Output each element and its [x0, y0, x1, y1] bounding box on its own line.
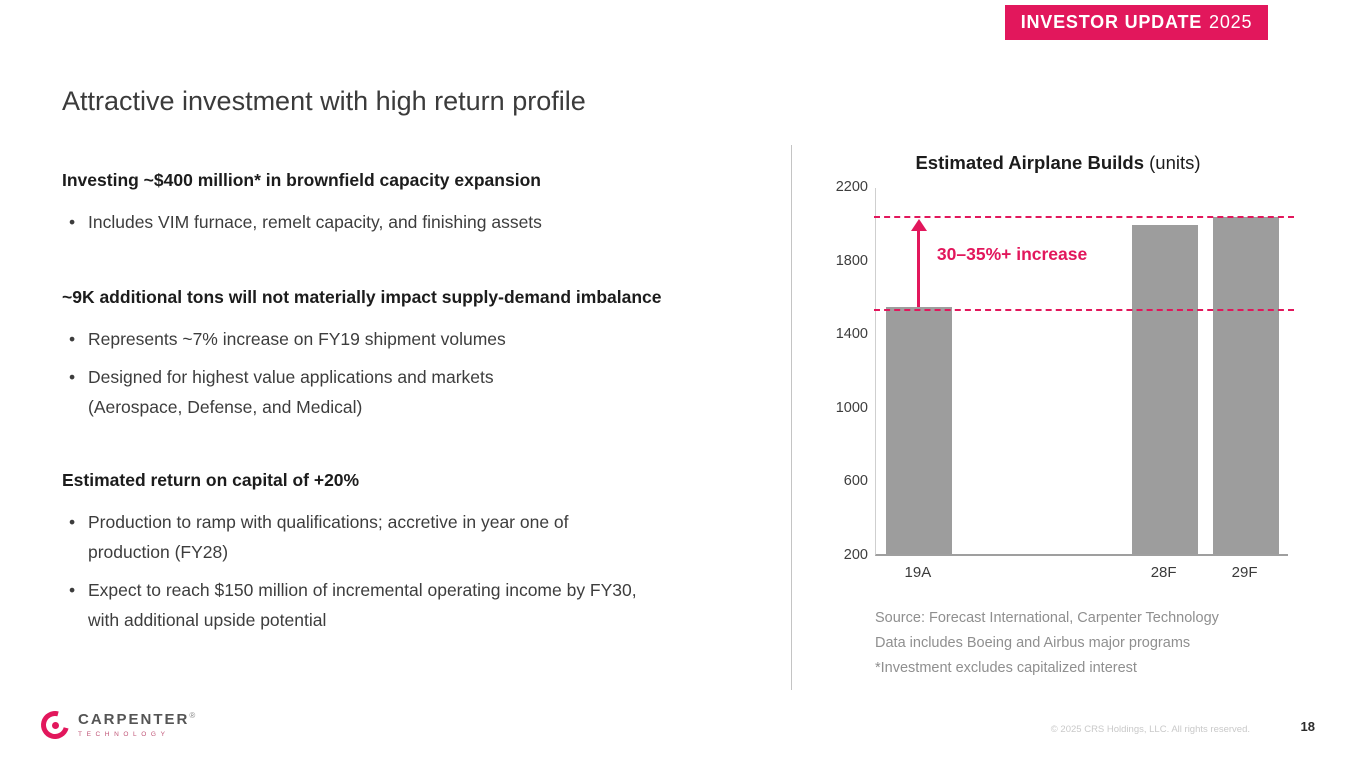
- chart-plot: 2200 1800 1400 1000 600 200 30–35%+ increase: [836, 179, 1294, 563]
- source-note: *Investment excludes capitalized interes…: [875, 660, 1137, 676]
- bullet-text: Designed for highest value applications …: [88, 367, 494, 417]
- bullet-item: Expect to reach $150 million of incremen…: [62, 575, 768, 635]
- y-axis-tick-label: 200: [843, 547, 868, 563]
- y-axis-tick-label: 600: [843, 473, 868, 490]
- bullet-text: Production to ramp with qualifications; …: [88, 512, 569, 562]
- y-axis-tick-label: 1000: [835, 399, 868, 416]
- registered-mark: ®: [189, 711, 198, 721]
- section-return: Estimated return on capital of +20% Prod…: [62, 468, 768, 635]
- source-note: Data includes Boeing and Airbus major pr…: [875, 635, 1191, 651]
- bullet-text: Includes VIM furnace, remelt capacity, a…: [88, 212, 542, 232]
- banner-year-label: 2025: [1209, 12, 1253, 32]
- bullet-item: Production to ramp with qualifications; …: [62, 507, 768, 567]
- section-heading-investment: Investing ~$400 million* in brownfield c…: [62, 170, 541, 190]
- source-notes: Source: Forecast International, Carpente…: [875, 606, 1219, 681]
- vertical-divider: [791, 145, 792, 690]
- x-axis-tick-label: 28F: [1150, 564, 1177, 581]
- bullet-item: Designed for highest value applications …: [62, 362, 768, 422]
- banner-main-label: INVESTOR UPDATE: [1020, 12, 1203, 32]
- bar-19A: [885, 307, 952, 554]
- bullet-item: Represents ~7% increase on FY19 shipment…: [62, 324, 768, 354]
- logo-word: CARPENTER®: [78, 711, 198, 729]
- bullet-text: Represents ~7% increase on FY19 shipment…: [88, 329, 506, 349]
- bullet-text: Expect to reach $150 million of incremen…: [88, 580, 637, 630]
- chart-title-main: Estimated Airplane Builds: [915, 152, 1144, 173]
- logo-subtext: TECHNOLOGY: [78, 730, 170, 738]
- logo-dot-shape: [52, 722, 59, 729]
- page-title: Attractive investment with high return p…: [62, 86, 586, 116]
- source-note: Source: Forecast International, Carpente…: [875, 610, 1219, 626]
- x-axis-tick-label: 19A: [904, 564, 932, 581]
- copyright-text: © 2025 CRS Holdings, LLC. All rights res…: [1050, 724, 1250, 735]
- y-axis-tick-label: 1400: [835, 326, 868, 343]
- x-axis: 19A 28F 29F: [875, 564, 1288, 590]
- left-content: Investing ~$400 million* in brownfield c…: [62, 168, 768, 643]
- section-investment: Investing ~$400 million* in brownfield c…: [62, 168, 768, 237]
- section-heading-tons: ~9K additional tons will not materially …: [62, 287, 662, 307]
- increase-annotation: 30–35%+ increase: [936, 243, 1088, 264]
- y-axis-tick-label: 1800: [835, 252, 868, 269]
- x-axis-tick-label: 29F: [1231, 564, 1258, 581]
- increase-arrow-head: [910, 218, 927, 231]
- section-tons: ~9K additional tons will not materially …: [62, 285, 768, 422]
- y-axis-tick-label: 2200: [835, 179, 868, 195]
- bar-28F: [1131, 224, 1198, 554]
- logo-wordmark: CARPENTER® TECHNOLOGY: [78, 711, 198, 738]
- page-number: 18: [1300, 719, 1315, 734]
- chart-title: Estimated Airplane Builds (units): [828, 152, 1288, 188]
- section-heading-return: Estimated return on capital of +20%: [62, 470, 360, 490]
- dashed-line-upper: [874, 215, 1294, 218]
- dashed-line-lower: [874, 309, 1294, 312]
- increase-arrow-line: [917, 227, 921, 308]
- bullet-item: Includes VIM furnace, remelt capacity, a…: [62, 207, 768, 237]
- chart-title-suffix: (units): [1144, 152, 1201, 173]
- investor-update-banner: INVESTOR UPDATE 2025: [1005, 5, 1268, 40]
- bar-29F: [1212, 217, 1279, 554]
- carpenter-logo-icon: [35, 705, 75, 745]
- airplane-builds-chart: Estimated Airplane Builds (units) 2200 18…: [828, 152, 1294, 590]
- y-axis: 2200 1800 1400 1000 600 200: [824, 179, 868, 563]
- carpenter-logo: CARPENTER® TECHNOLOGY: [35, 705, 198, 745]
